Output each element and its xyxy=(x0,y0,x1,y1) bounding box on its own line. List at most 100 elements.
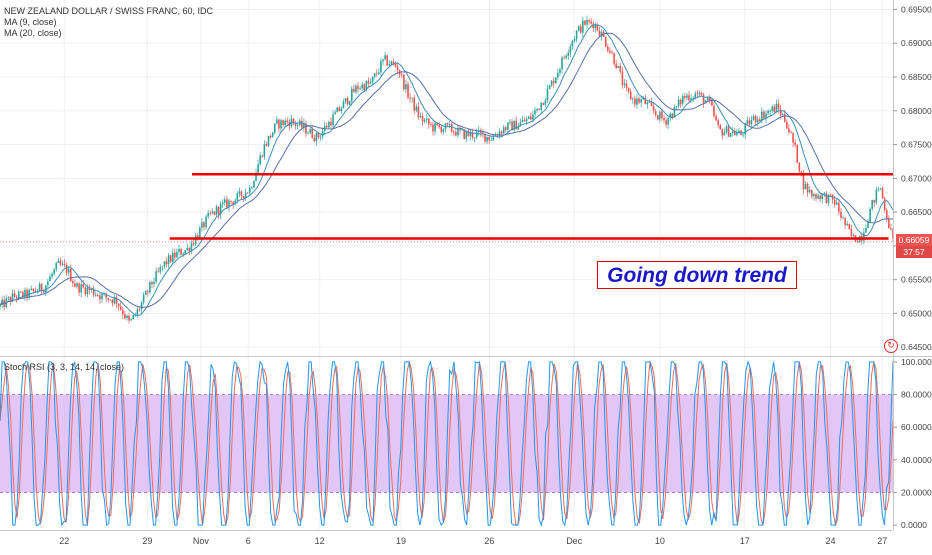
candle-body xyxy=(756,119,759,123)
candle-body xyxy=(226,199,228,208)
candle-body xyxy=(107,297,110,300)
candle-body xyxy=(155,271,157,282)
candle-body xyxy=(434,123,436,132)
candle-body xyxy=(128,315,130,321)
candle-body xyxy=(748,120,751,125)
candle-body xyxy=(758,119,761,121)
candle-body xyxy=(278,119,280,129)
candle-body xyxy=(536,108,538,111)
candle-body xyxy=(132,315,135,320)
candle-body xyxy=(411,97,413,99)
candle-body xyxy=(446,123,449,125)
candle-body xyxy=(542,102,545,105)
candle-body xyxy=(473,137,476,139)
candle-body xyxy=(552,80,555,84)
candle-body xyxy=(367,81,370,84)
candle-body xyxy=(761,111,763,121)
candle-body xyxy=(394,63,397,67)
candle-body xyxy=(588,20,590,22)
candle-body xyxy=(706,97,709,101)
candle-body xyxy=(375,73,378,75)
candle-body xyxy=(754,116,757,123)
ma9-legend[interactable]: MA (9, close) xyxy=(4,17,57,27)
candle-body xyxy=(59,260,62,265)
trend-annotation[interactable]: Going down trend xyxy=(597,261,797,289)
candle-body xyxy=(417,106,420,118)
candle-body xyxy=(623,83,626,86)
candle-body xyxy=(833,199,836,205)
candle-body xyxy=(609,50,611,53)
candle-body xyxy=(396,66,399,71)
candle-body xyxy=(196,235,199,238)
candle-body xyxy=(452,131,455,133)
candle-body xyxy=(629,91,632,100)
candle-body xyxy=(692,97,694,99)
candle-body xyxy=(613,53,615,64)
candle-body xyxy=(425,118,428,120)
candle-body xyxy=(384,55,386,60)
candle-body xyxy=(811,189,813,197)
candle-body xyxy=(224,199,226,203)
candle-body xyxy=(669,113,672,119)
candle-body xyxy=(461,129,463,131)
candle-body xyxy=(875,189,878,203)
candle-body xyxy=(234,200,237,205)
symbol-title: NEW ZEALAND DOLLAR / SWISS FRANC, 60, ID… xyxy=(4,6,214,16)
candle-body xyxy=(219,204,222,215)
candle-body xyxy=(819,195,821,200)
candle-body xyxy=(767,111,769,114)
ma20-legend[interactable]: MA (20, close) xyxy=(4,28,62,38)
candle-body xyxy=(400,74,403,76)
stoch-y-tick-label: 100.0000 xyxy=(901,357,932,367)
candle-body xyxy=(9,297,12,302)
candle-body xyxy=(301,120,303,128)
candle-body xyxy=(825,193,828,204)
candle-body xyxy=(182,253,184,255)
candle-body xyxy=(178,248,180,252)
candle-body xyxy=(97,294,99,296)
candle-body xyxy=(796,144,799,163)
candle-body xyxy=(94,294,97,296)
candle-body xyxy=(727,126,730,137)
candle-body xyxy=(346,98,349,105)
candle-body xyxy=(598,30,601,37)
candle-body xyxy=(492,135,495,141)
x-tick-label: 26 xyxy=(484,536,494,546)
candle-body xyxy=(413,97,416,111)
candle-body xyxy=(471,131,474,138)
candle-body xyxy=(30,288,33,291)
y-tick-label: 0.68000 xyxy=(901,106,932,116)
candle-body xyxy=(34,290,37,292)
candle-body xyxy=(57,260,60,263)
candle-body xyxy=(788,128,790,133)
candle-body xyxy=(604,37,607,47)
candle-body xyxy=(565,55,567,58)
candle-body xyxy=(353,88,355,93)
candle-body xyxy=(151,281,153,285)
candle-body xyxy=(821,193,824,200)
candle-body xyxy=(871,199,873,209)
reset-icon[interactable]: ↻ xyxy=(884,339,898,353)
candle-body xyxy=(157,271,160,273)
candle-body xyxy=(511,121,513,131)
candle-body xyxy=(357,85,359,90)
candle-body xyxy=(342,101,345,109)
candle-body xyxy=(694,93,697,98)
candle-body xyxy=(835,202,838,205)
candle-body xyxy=(808,189,811,193)
candle-body xyxy=(584,20,586,25)
candle-body xyxy=(563,57,565,59)
stoch-rsi-legend[interactable]: Stoch RSI (3, 3, 14, 14, close) xyxy=(4,362,125,372)
x-tick-label: 29 xyxy=(142,536,152,546)
candle-body xyxy=(607,46,609,51)
candle-body xyxy=(180,248,182,255)
countdown-tag: 37:57 xyxy=(896,246,932,258)
candle-body xyxy=(582,20,584,33)
candle-body xyxy=(690,98,692,101)
candle-body xyxy=(725,126,728,133)
candle-body xyxy=(205,216,207,228)
candle-body xyxy=(334,112,336,115)
candle-body xyxy=(517,126,520,130)
candle-body xyxy=(867,221,869,229)
